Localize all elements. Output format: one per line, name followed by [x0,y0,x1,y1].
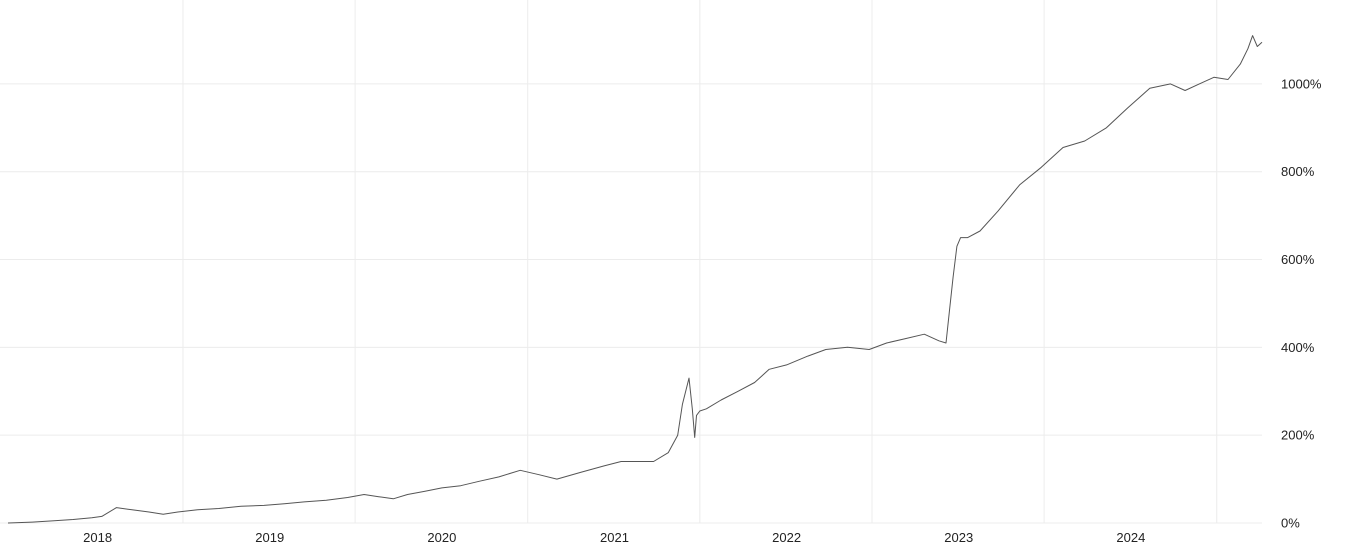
horizontal-gridlines [0,83,1262,524]
y-tick-label: 800% [1281,164,1315,179]
vertical-gridlines [182,0,1218,523]
y-tick-label: 400% [1281,340,1315,355]
x-tick-label: 2024 [1116,530,1145,545]
x-tick-label: 2023 [944,530,973,545]
y-tick-label: 600% [1281,252,1315,267]
x-tick-label: 2020 [427,530,456,545]
x-tick-label: 2018 [83,530,112,545]
x-tick-label: 2021 [600,530,629,545]
y-tick-label: 1000% [1281,76,1322,91]
y-axis-tick-labels: 0% 200% 400% 600% 800% 1000% [1281,76,1322,530]
x-tick-label: 2019 [255,530,284,545]
y-tick-label: 200% [1281,428,1315,443]
x-tick-label: 2022 [772,530,801,545]
y-tick-label: 0% [1281,516,1300,531]
x-axis-tick-labels: 2018 2019 2020 2021 2022 2023 2024 [83,530,1145,545]
performance-series-line [7,35,1263,524]
